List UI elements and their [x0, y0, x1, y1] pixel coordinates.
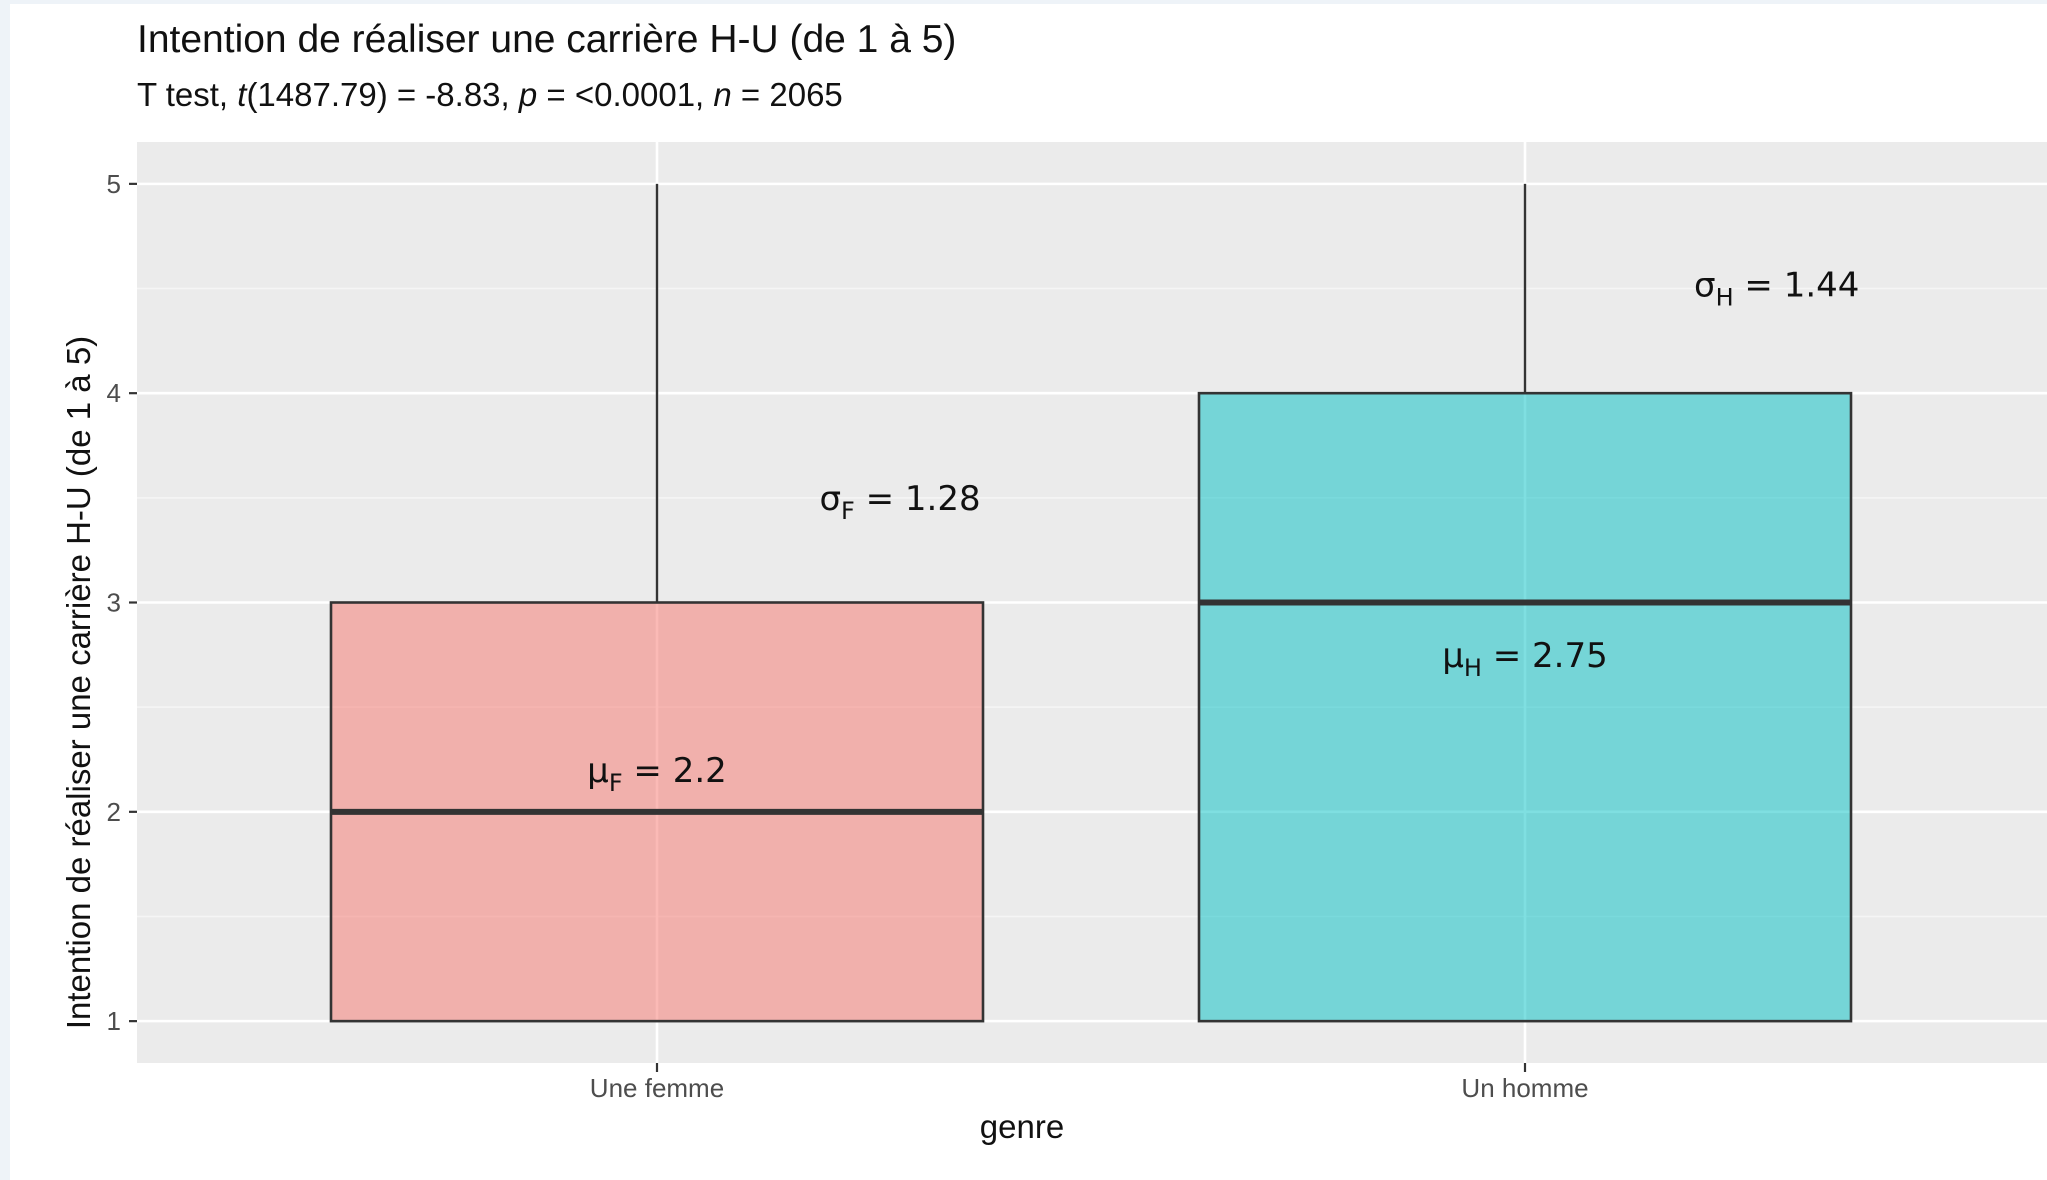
subtitle-test: T test,	[137, 76, 238, 113]
annotation-symbol: σ	[1694, 265, 1716, 305]
annotation-symbol: μ	[587, 751, 609, 791]
y-tick-label: 5	[107, 169, 121, 199]
y-axis-title: Intention de réaliser une carrière H-U (…	[60, 336, 97, 1029]
x-tick-label: Un homme	[1461, 1073, 1588, 1103]
annotation-sd: σF = 1.28	[819, 479, 980, 525]
y-tick-label: 2	[107, 797, 121, 827]
subtitle-p-symbol: p	[518, 76, 538, 113]
annotation-subscript: F	[609, 769, 623, 797]
subtitle-t-symbol: t	[237, 76, 247, 113]
annotation-sd: σH = 1.44	[1694, 265, 1859, 311]
annotation-symbol: σ	[819, 479, 841, 519]
y-tick-label: 1	[107, 1006, 121, 1036]
y-tick-label: 4	[107, 378, 121, 408]
annotation-symbol: μ	[1442, 636, 1464, 676]
chart-title: Intention de réaliser une carrière H-U (…	[137, 18, 957, 61]
annotation-value: = 2.75	[1482, 636, 1608, 676]
annotation-mean: μF = 2.2	[587, 751, 727, 797]
chart-subtitle: T test, t(1487.79) = -8.83, p = <0.0001,…	[137, 76, 843, 114]
subtitle-n-value: = 2065	[731, 76, 843, 113]
annotation-mean: μH = 2.75	[1442, 636, 1608, 682]
annotation-subscript: H	[1716, 283, 1734, 311]
y-tick-label: 3	[107, 588, 121, 618]
annotation-value: = 1.44	[1734, 265, 1860, 305]
annotation-value: = 2.2	[623, 751, 727, 791]
x-tick-label: Une femme	[590, 1073, 724, 1103]
subtitle-p-value: = <0.0001,	[537, 76, 714, 113]
annotation-value: = 1.28	[855, 479, 981, 519]
subtitle-t-value: (1487.79) = -8.83,	[246, 76, 519, 113]
box-une-femme: μF = 2.2σF = 1.28	[329, 183, 985, 1023]
x-axis-title: genre	[980, 1108, 1064, 1145]
box-body	[1197, 391, 1853, 1023]
annotation-subscript: H	[1464, 654, 1482, 682]
subtitle-n-symbol: n	[713, 76, 732, 113]
window-edge-left	[0, 0, 10, 1180]
annotation-subscript: F	[841, 497, 855, 525]
window-edge-top	[0, 0, 2047, 4]
